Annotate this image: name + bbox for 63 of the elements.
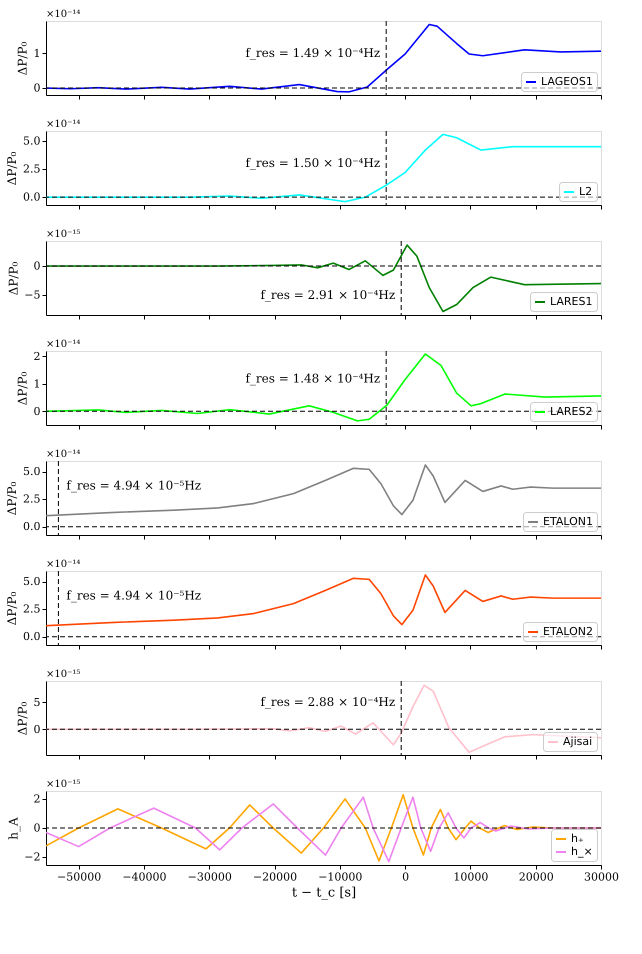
text: ×10⁻¹⁵: [46, 779, 80, 790]
annotation: f_res = 1.50 × 10⁻⁴Hz: [245, 156, 380, 170]
x-tick-label: −30000: [188, 870, 232, 884]
y-tick-label: 5.0: [23, 134, 40, 148]
y-tick-label: 0: [34, 260, 40, 273]
annotation: f_res = 1.48 × 10⁻⁴Hz: [245, 371, 380, 386]
x-tick-label: 10000: [453, 870, 488, 884]
text: ×10⁻¹⁴: [46, 559, 80, 570]
x-tick-label: −50000: [57, 870, 102, 884]
legend-label: LARES2: [550, 405, 592, 418]
y-axis-title: ΔP/P₀: [16, 701, 30, 736]
text: ×10⁻¹⁴: [46, 9, 80, 20]
legend-label: L2: [579, 185, 592, 198]
x-tick-label: 0: [402, 870, 410, 884]
legend-label: LAGEOS1: [541, 75, 593, 88]
legend-label: LARES1: [550, 295, 592, 308]
x-tick-label: −10000: [318, 870, 362, 884]
x-tick-label: −20000: [252, 870, 298, 884]
y-tick-label: 2: [34, 350, 40, 363]
y-axis-title: h_A: [6, 816, 20, 840]
y-tick-label: 1: [34, 46, 40, 60]
x-tick-label: 20000: [518, 870, 554, 884]
y-axis-title: ΔP/P₀: [5, 151, 20, 186]
y-tick-label: −5: [24, 288, 40, 302]
text: ×10⁻¹⁴: [46, 339, 80, 350]
y-tick-label: 2: [34, 792, 40, 806]
y-tick-label: 0: [34, 404, 40, 418]
y-tick-label: 0.0: [23, 630, 40, 644]
annotation: f_res = 2.91 × 10⁻⁴Hz: [260, 288, 396, 302]
y-axis-title: ΔP/P₀: [16, 371, 30, 406]
y-tick-label: 0: [34, 822, 40, 834]
y-tick-label: 2.5: [23, 162, 40, 176]
y-tick-label: 0: [34, 82, 40, 95]
y-tick-label: 0.0: [23, 520, 40, 534]
legend-label: ETALON1: [543, 515, 593, 528]
y-tick-label: 0.0: [23, 190, 40, 204]
y-axis-title: ΔP/P₀: [5, 481, 20, 516]
x-axis-title: t − t_c [s]: [292, 886, 356, 900]
x-tick-label: 30000: [584, 870, 619, 884]
y-tick-label: 2.5: [23, 602, 40, 616]
y-tick-label: 5.0: [23, 465, 40, 478]
annotation: f_res = 2.88 × 10⁻⁴Hz: [260, 694, 396, 709]
legend-label: h_×: [571, 845, 593, 858]
annotation: f_res = 1.49 × 10⁻⁴Hz: [245, 46, 380, 60]
legend-label: ETALON2: [543, 625, 593, 638]
x-tick-label: −40000: [122, 870, 167, 884]
text: ×10⁻¹⁵: [46, 669, 80, 680]
y-tick-label: 5: [34, 696, 40, 709]
y-tick-label: 1: [34, 377, 40, 390]
y-tick-label: 2.5: [23, 492, 40, 506]
text: ×10⁻¹⁴: [46, 119, 80, 130]
text: ×10⁻¹⁵: [46, 229, 80, 240]
text: ×10⁻¹⁴: [46, 449, 80, 460]
y-axis-title: ΔP/P₀: [16, 41, 30, 76]
y-tick-label: 5.0: [23, 575, 40, 588]
annotation: f_res = 4.94 × 10⁻⁵Hz: [66, 588, 202, 603]
y-tick-label: 0: [34, 722, 40, 736]
annotation: f_res = 4.94 × 10⁻⁵Hz: [66, 478, 202, 493]
y-axis-title: ΔP/P₀: [5, 591, 20, 626]
y-axis-title: ΔP/P₀: [6, 261, 20, 296]
legend-label: Ajisai: [563, 735, 592, 748]
legend-label: h₊: [571, 832, 584, 845]
y-tick-label: −2: [24, 850, 40, 864]
